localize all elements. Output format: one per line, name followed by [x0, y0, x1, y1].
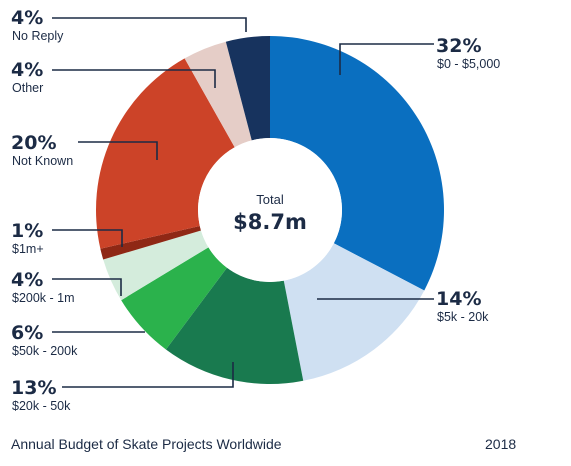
slice-7: [184, 41, 252, 148]
center-label: Total: [256, 192, 284, 207]
slice-percent-label: 1%: [11, 220, 43, 242]
slice-category-label: $0 - $5,000: [437, 57, 500, 71]
slice-6: [96, 58, 235, 249]
slice-8: [225, 36, 270, 141]
center-value: $8.7m: [233, 210, 307, 234]
slice-percent-label: 13%: [11, 377, 56, 399]
slice-1: [283, 243, 425, 381]
chart-slices: [96, 36, 444, 384]
slice-5: [100, 226, 201, 260]
slice-category-label: $5k - 20k: [437, 310, 489, 324]
leader-line-2: [62, 362, 234, 388]
chart-caption: Annual Budget of Skate Projects Worldwid…: [11, 436, 282, 452]
slice-3: [121, 247, 227, 350]
slice-category-label: Not Known: [12, 154, 73, 168]
slice-percent-label: 4%: [11, 7, 43, 29]
slice-percent-label: 14%: [436, 288, 481, 310]
donut-hole: [198, 138, 342, 282]
chart-year: 2018: [485, 436, 517, 452]
leader-lines: [52, 17, 434, 388]
slice-percent-label: 20%: [11, 132, 56, 154]
slice-category-label: $200k - 1m: [12, 291, 75, 305]
slice-2: [165, 267, 304, 384]
leader-line-6: [78, 141, 158, 160]
slice-4: [103, 230, 209, 301]
leader-line-0: [339, 43, 434, 75]
slice-percent-label: 4%: [11, 59, 43, 81]
slice-category-label: No Reply: [12, 29, 64, 43]
slice-category-label: $20k - 50k: [12, 399, 71, 413]
slice-percent-label: 32%: [436, 35, 481, 57]
slice-category-label: $50k - 200k: [12, 344, 78, 358]
slice-0: [270, 36, 444, 291]
leader-line-8: [52, 17, 247, 32]
slice-percent-label: 6%: [11, 322, 43, 344]
slice-callouts: 32%$0 - $5,000 14%$5k - 20k 13%$20k - 50k 6…: [11, 7, 500, 413]
leader-line-7: [52, 69, 216, 88]
leader-line-4: [52, 278, 122, 296]
leader-line-5: [52, 229, 123, 247]
slice-percent-label: 4%: [11, 269, 43, 291]
slice-category-label: $1m+: [12, 242, 44, 256]
slice-category-label: Other: [12, 81, 43, 95]
